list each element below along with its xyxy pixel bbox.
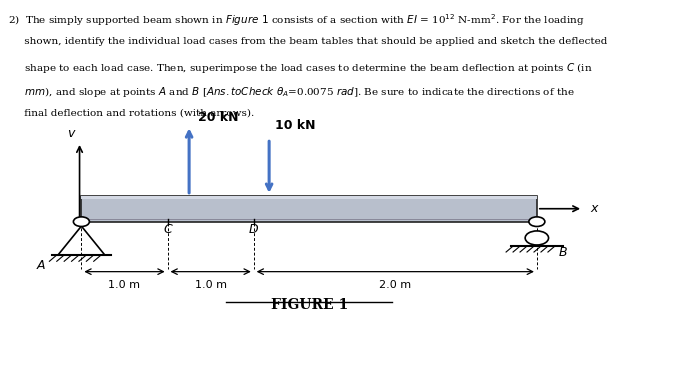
Text: 2.0 m: 2.0 m [379, 280, 411, 290]
Text: x: x [590, 202, 598, 215]
Text: v: v [67, 127, 74, 140]
Text: 1.0 m: 1.0 m [108, 280, 141, 290]
Text: shown, identify the individual load cases from the beam tables that should be ap: shown, identify the individual load case… [8, 37, 607, 46]
Text: $\it{mm}$), and slope at points $A$ and $B$ [$\it{Ans. to Check}$ $\theta_A$=0.0: $\it{mm}$), and slope at points $A$ and … [8, 85, 574, 99]
Text: FIGURE 1: FIGURE 1 [271, 298, 348, 311]
Text: 10 kN: 10 kN [276, 119, 316, 132]
Text: C: C [163, 223, 172, 236]
Text: B: B [558, 246, 567, 259]
Text: A: A [37, 259, 45, 272]
Circle shape [529, 217, 545, 226]
Text: 1.0 m: 1.0 m [195, 280, 227, 290]
Text: D: D [249, 223, 258, 236]
Bar [81, 196, 537, 222]
Text: shape to each load case. Then, superimpose the load cases to determine the beam : shape to each load case. Then, superimpo… [8, 61, 593, 75]
Bar [81, 196, 537, 199]
Circle shape [525, 231, 548, 245]
Text: 20 kN: 20 kN [198, 110, 239, 123]
Text: 2)  The simply supported beam shown in $\it{Figure\ 1}$ consists of a section wi: 2) The simply supported beam shown in $\… [8, 13, 584, 28]
Circle shape [74, 217, 90, 226]
Text: final deflection and rotations (with arrows).: final deflection and rotations (with arr… [8, 109, 254, 118]
